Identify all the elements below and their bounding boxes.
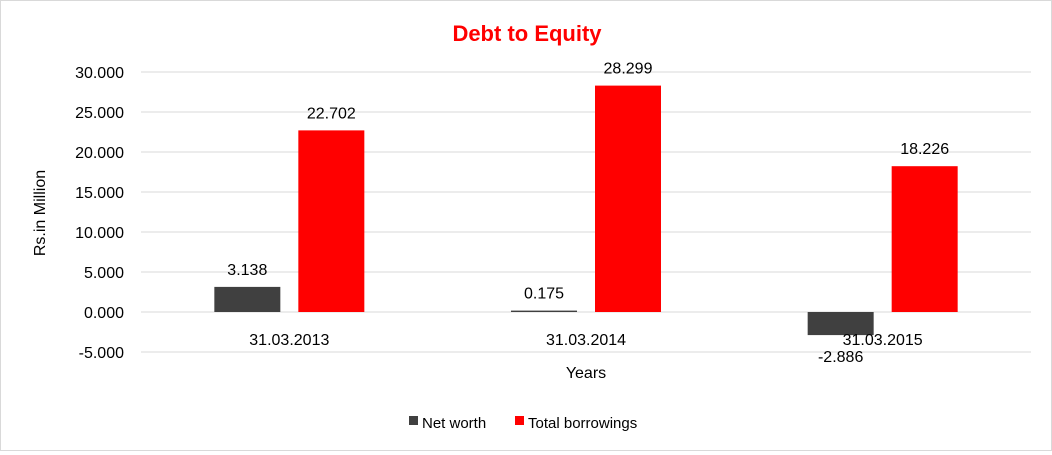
bar-net-worth [807, 312, 874, 336]
data-label: 22.702 [307, 105, 356, 122]
x-tick-label: 31.03.2015 [843, 332, 923, 349]
bar-total-borrowings [891, 166, 958, 312]
bar-net-worth [214, 286, 281, 312]
legend-swatch [515, 416, 524, 425]
chart-title: Debt to Equity [452, 21, 602, 46]
gridlines [141, 71, 1031, 353]
legend-label: Total borrowings [528, 415, 637, 432]
x-axis-title: Years [566, 365, 606, 382]
data-labels: 3.138 22.702 0.175 28.299 -2.886 18.226 [227, 61, 949, 366]
y-axis-title: Rs.in Million [32, 170, 49, 256]
data-label: 28.299 [604, 61, 653, 78]
legend: Net worth Total borrowings [409, 415, 637, 432]
y-axis-ticks: 30.000 25.000 20.000 15.000 10.000 5.000 0.000… [75, 65, 124, 362]
legend-label: Net worth [422, 415, 486, 432]
data-label: 0.175 [524, 286, 564, 303]
y-tick-label: 20.000 [75, 145, 124, 162]
y-tick-label: 25.000 [75, 105, 124, 122]
x-tick-label: 31.03.2013 [249, 332, 329, 349]
legend-swatch [409, 416, 418, 425]
y-tick-label: 0.000 [84, 305, 124, 322]
y-tick-label: 5.000 [84, 265, 124, 282]
x-axis-ticks: 31.03.2013 31.03.2014 31.03.2015 [249, 332, 923, 349]
bars [214, 85, 958, 336]
y-tick-label: 15.000 [75, 185, 124, 202]
bar-total-borrowings [595, 85, 661, 312]
data-label: 18.226 [900, 141, 949, 158]
data-label: 3.138 [227, 262, 267, 279]
y-tick-label: 30.000 [75, 65, 124, 82]
x-tick-label: 31.03.2014 [546, 332, 626, 349]
y-tick-label: 10.000 [75, 225, 124, 242]
bar-net-worth [511, 310, 577, 312]
y-tick-label: -5.000 [79, 345, 124, 362]
data-label: -2.886 [818, 349, 863, 366]
bar-total-borrowings [298, 130, 365, 312]
